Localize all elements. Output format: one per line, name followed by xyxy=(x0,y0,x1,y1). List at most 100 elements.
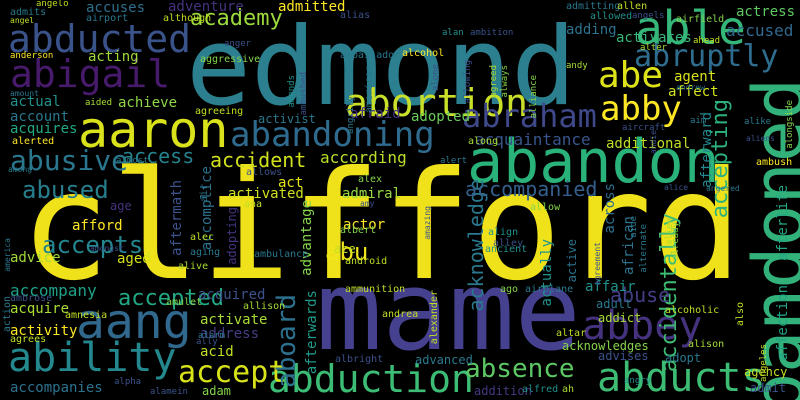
cloud-word-aging: aging xyxy=(190,247,221,258)
cloud-word-angel: angel xyxy=(10,16,35,25)
cloud-word-ancient: ancient xyxy=(485,244,528,255)
cloud-word-already: already xyxy=(671,222,681,260)
cloud-word-ace: ace xyxy=(334,242,356,256)
cloud-word-along: along xyxy=(468,136,499,147)
cloud-word-affair: affair xyxy=(585,279,636,295)
cloud-word-academy: academy xyxy=(190,6,283,31)
cloud-word-affect: affect xyxy=(668,84,719,100)
cloud-word-alex: alex xyxy=(358,174,383,185)
cloud-word-andie: andie xyxy=(649,130,658,155)
cloud-word-adam: adam xyxy=(202,384,231,398)
cloud-word-afterwards: afterwards xyxy=(304,290,320,375)
cloud-word-accuses: accuses xyxy=(86,0,146,16)
cloud-word-ah: ah xyxy=(562,384,575,395)
cloud-word-afford: afford xyxy=(72,218,123,234)
cloud-word-agreeing: agreeing xyxy=(195,106,244,117)
cloud-word-action: action xyxy=(2,296,13,333)
cloud-word-aircraft: aircraft xyxy=(622,123,666,133)
cloud-word-accompany: accompany xyxy=(10,281,97,300)
cloud-word-accident: accident xyxy=(210,148,307,172)
cloud-word-accepts: accepts xyxy=(42,231,144,259)
cloud-word-advises: advises xyxy=(598,349,649,363)
cloud-word-alter: alter xyxy=(640,43,668,53)
cloud-word-amulet: amulet xyxy=(166,297,203,308)
cloud-word-able: able xyxy=(635,1,746,55)
cloud-word-amy: amy xyxy=(360,199,375,208)
cloud-word-aim: aim xyxy=(690,116,707,126)
cloud-word-abigail: abigail xyxy=(10,52,171,96)
cloud-word-angels: angels xyxy=(632,11,665,21)
cloud-word-according: according xyxy=(320,148,407,167)
cloud-word-ability: ability xyxy=(8,335,177,381)
cloud-word-acquires: acquires xyxy=(10,121,78,137)
cloud-word-ambush: ambush xyxy=(756,157,793,168)
cloud-word-across: across xyxy=(602,183,618,234)
cloud-word-acknowledges: acknowledges xyxy=(562,339,649,353)
cloud-word-advice: advice xyxy=(10,250,61,266)
cloud-word-american: american xyxy=(364,65,375,114)
cloud-word-airfield: airfield xyxy=(676,14,725,25)
cloud-word-alec: alec xyxy=(190,232,215,243)
cloud-word-altar: altar xyxy=(556,328,587,339)
cloud-word-admitting: admitting xyxy=(566,1,621,12)
cloud-word-acid: acid xyxy=(200,344,234,360)
cloud-word-ambassador: ambassador xyxy=(340,50,401,61)
cloud-word-ahead: ahead xyxy=(693,36,721,46)
cloud-word-adopted: adopted xyxy=(411,109,471,125)
cloud-word-mame: mame xyxy=(316,247,581,375)
cloud-word-allow: allow xyxy=(530,202,561,213)
cloud-word-airplane: airplane xyxy=(525,284,574,295)
cloud-word-abortion: abortion xyxy=(345,81,529,125)
cloud-word-activate: activate xyxy=(200,312,268,328)
cloud-word-aang: aang xyxy=(76,294,192,350)
cloud-word-adopt: adopt xyxy=(665,351,702,365)
cloud-word-ally: ally xyxy=(196,337,218,347)
cloud-word-airport: airport xyxy=(86,13,129,24)
cloud-word-angered: angered xyxy=(706,184,740,193)
cloud-word-aggressive: aggressive xyxy=(200,54,261,65)
cloud-word-accept: accept xyxy=(178,355,287,390)
cloud-word-allowed: allowed xyxy=(590,11,633,22)
cloud-word-alley: alley xyxy=(493,238,524,249)
cloud-word-although: although xyxy=(163,13,212,24)
cloud-word-actual: actual xyxy=(10,94,61,110)
cloud-word-aide: aide xyxy=(629,216,639,238)
cloud-word-achieve: achieve xyxy=(118,95,178,111)
cloud-word-abused: abused xyxy=(22,176,109,204)
cloud-word-alfred: alfred xyxy=(522,384,559,395)
cloud-word-angelo: angelo xyxy=(36,0,69,9)
cloud-word-anger: anger xyxy=(224,39,252,49)
cloud-word-america: america xyxy=(3,238,12,272)
cloud-word-abbey: abbey xyxy=(582,303,703,349)
cloud-word-android: android xyxy=(345,256,388,267)
cloud-word-andrea: andrea xyxy=(382,309,419,320)
cloud-word-alcoholic: alcoholic xyxy=(665,305,720,316)
cloud-word-alliance: alliance xyxy=(529,75,539,119)
cloud-word-admit: admit xyxy=(750,381,787,395)
cloud-word-admiral: admiral xyxy=(342,186,402,202)
cloud-word-additional: additional xyxy=(606,136,691,152)
cloud-word-alerted: alerted xyxy=(12,136,55,147)
cloud-word-actress: actress xyxy=(736,4,796,20)
cloud-word-alongside: alongside xyxy=(785,100,795,149)
cloud-word-among: among xyxy=(8,165,33,174)
cloud-word-allen: allen xyxy=(617,1,648,12)
cloud-word-ambition: ambition xyxy=(470,28,514,38)
cloud-word-ammunition: ammunition xyxy=(345,284,406,295)
cloud-word-aliens: aliens xyxy=(746,134,775,143)
cloud-word-almost: almost xyxy=(116,156,149,166)
cloud-word-alarm: alarm xyxy=(198,331,226,341)
cloud-word-agency: agency xyxy=(744,365,788,379)
cloud-word-abe: abe xyxy=(598,55,664,96)
cloud-word-abraham: abraham xyxy=(462,97,597,135)
cloud-word-adopting: adopting xyxy=(225,207,239,265)
cloud-word-also: also xyxy=(735,302,746,327)
cloud-word-alexander: alexander xyxy=(429,290,440,345)
cloud-word-accepted: accepted xyxy=(118,286,224,311)
cloud-word-align: align xyxy=(488,227,519,238)
cloud-word-age: age xyxy=(110,199,132,213)
cloud-word-abu: abu xyxy=(325,238,369,266)
cloud-word-allows: allows xyxy=(246,167,283,178)
cloud-word-air: air xyxy=(199,184,210,203)
